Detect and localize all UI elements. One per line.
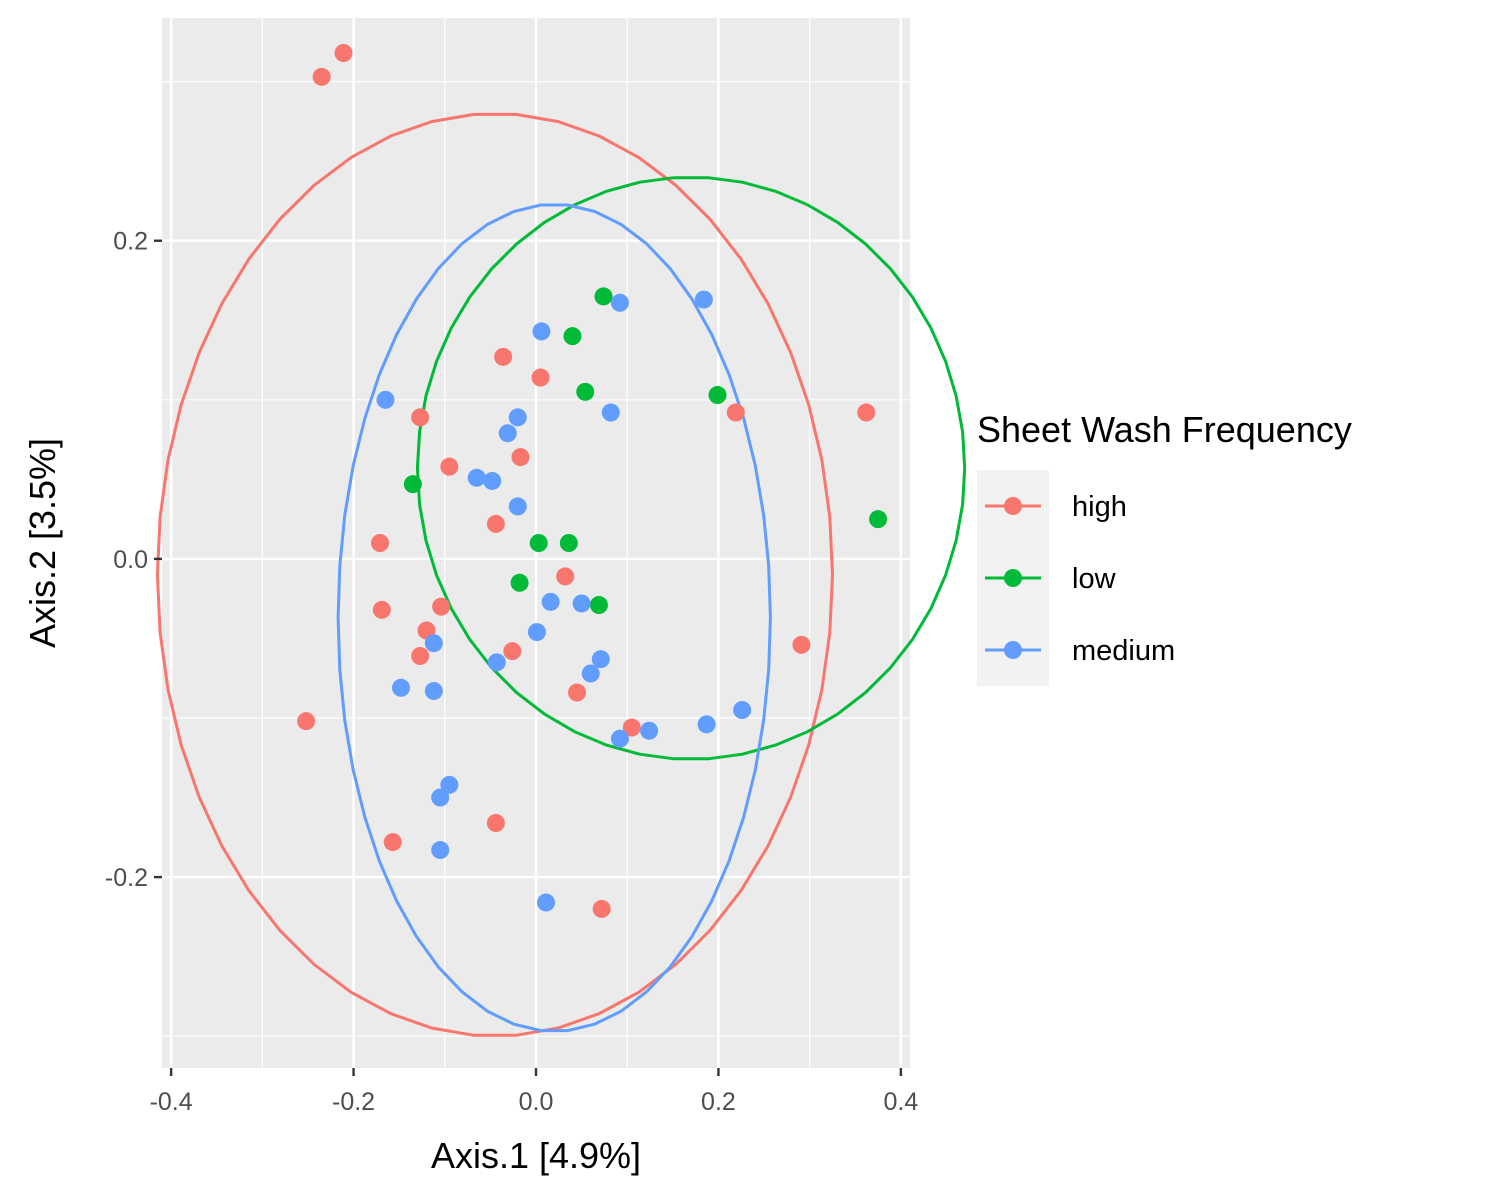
point-medium — [610, 729, 629, 748]
point-medium — [591, 650, 610, 669]
point-high — [592, 899, 611, 918]
point-high — [411, 646, 430, 665]
y-tick-label: 0.2 — [113, 228, 148, 256]
x-axis-title: Axis.1 [4.9%] — [431, 1135, 641, 1176]
point-medium — [532, 322, 551, 341]
point-low — [403, 475, 422, 494]
point-high — [312, 67, 331, 86]
data-points — [297, 44, 888, 918]
point-high — [792, 635, 811, 654]
point-high — [440, 457, 459, 476]
point-medium — [424, 634, 443, 653]
point-high — [486, 514, 505, 533]
point-medium — [697, 715, 716, 734]
point-high — [503, 642, 522, 661]
point-high — [568, 683, 587, 702]
point-high — [531, 368, 550, 387]
point-high — [726, 403, 745, 422]
point-medium — [391, 678, 410, 697]
point-high — [411, 408, 430, 427]
point-medium — [541, 592, 560, 611]
point-high — [334, 44, 353, 62]
x-tick-label: 0.0 — [519, 1088, 554, 1116]
legend-key-point-high — [1004, 497, 1022, 515]
point-medium — [424, 681, 443, 700]
point-medium — [640, 721, 659, 740]
point-low — [576, 382, 595, 401]
x-tick-label: -0.4 — [150, 1088, 193, 1116]
ellipse-medium — [336, 203, 772, 1033]
point-medium — [733, 701, 752, 720]
y-tick-label: -0.2 — [105, 864, 148, 892]
point-low — [869, 510, 888, 529]
confidence-ellipses — [155, 112, 967, 1037]
point-medium — [601, 403, 620, 422]
point-high — [857, 403, 876, 422]
legend-key-point-low — [1004, 569, 1022, 587]
point-low — [510, 573, 529, 592]
point-medium — [508, 497, 527, 516]
point-low — [708, 386, 727, 405]
point-medium — [610, 293, 629, 312]
point-medium — [431, 788, 450, 807]
point-low — [589, 596, 608, 615]
point-low — [529, 534, 548, 552]
point-low — [594, 287, 613, 306]
point-medium — [572, 594, 591, 613]
point-medium — [483, 471, 502, 490]
point-medium — [487, 653, 506, 672]
point-medium — [581, 664, 600, 683]
point-high — [383, 833, 402, 852]
point-high — [371, 534, 390, 552]
legend-label-low: low — [1072, 563, 1117, 595]
y-axis: -0.2 0.0 0.2 — [105, 228, 162, 892]
point-medium — [498, 424, 517, 443]
point-medium — [431, 841, 450, 860]
x-tick-label: 0.2 — [701, 1088, 736, 1116]
x-tick-label: -0.2 — [332, 1088, 375, 1116]
point-medium — [467, 468, 486, 487]
point-medium — [440, 775, 459, 794]
x-tick-label: 0.4 — [883, 1088, 918, 1116]
y-axis-title: Axis.2 [3.5%] — [22, 438, 63, 648]
point-high — [622, 718, 641, 737]
ellipse-low — [415, 176, 967, 761]
legend-label-medium: medium — [1072, 635, 1175, 667]
point-low — [563, 327, 582, 346]
point-medium — [508, 408, 527, 427]
x-axis: -0.4 -0.2 0.0 0.2 0.4 — [150, 1068, 918, 1116]
legend-entries: high low medium — [985, 491, 1175, 667]
point-medium — [376, 390, 395, 409]
point-medium — [694, 290, 713, 309]
point-high — [486, 814, 505, 832]
legend-key-point-medium — [1004, 641, 1022, 659]
legend-title: Sheet Wash Frequency — [977, 409, 1352, 450]
y-tick-label: 0.0 — [113, 546, 148, 574]
point-high — [511, 448, 530, 467]
legend: Sheet Wash Frequency high low medium — [977, 409, 1352, 686]
point-high — [372, 600, 391, 619]
point-high — [432, 597, 451, 616]
point-medium — [537, 893, 556, 912]
point-high — [556, 567, 575, 586]
legend-label-high: high — [1072, 491, 1127, 523]
point-low — [559, 534, 578, 552]
point-high — [494, 347, 513, 366]
point-high — [297, 712, 316, 731]
point-medium — [527, 623, 546, 642]
